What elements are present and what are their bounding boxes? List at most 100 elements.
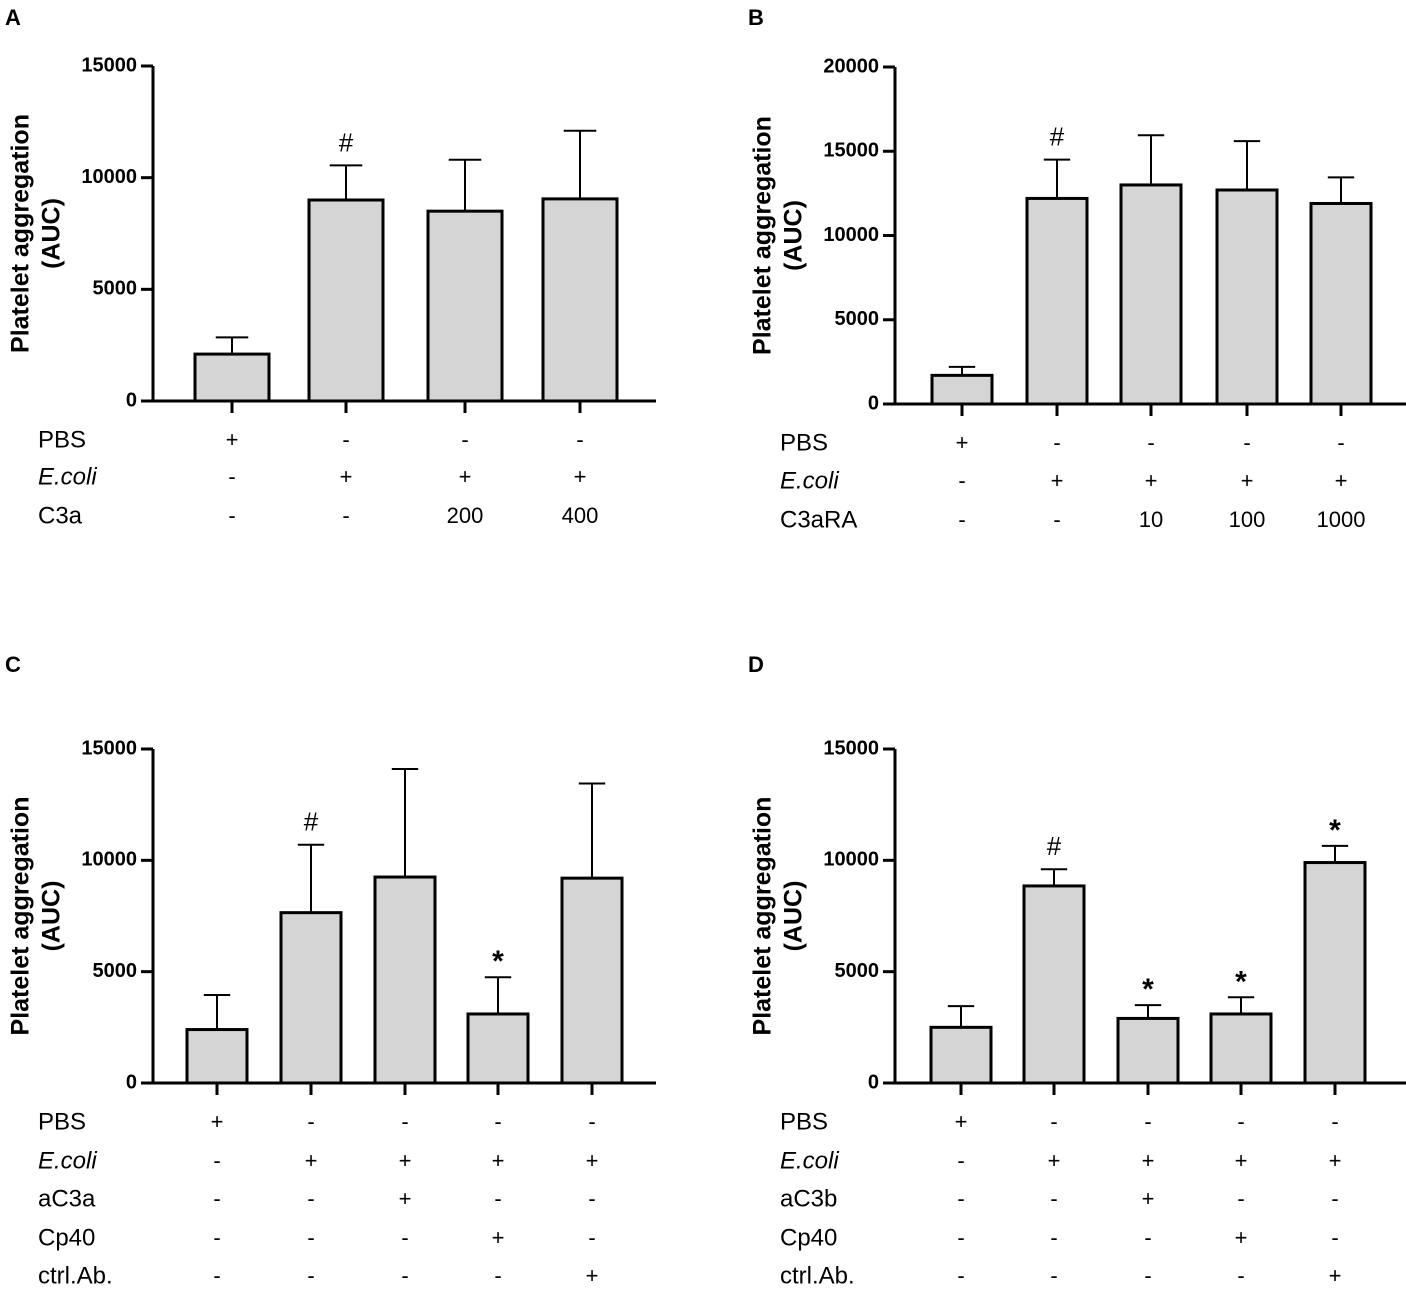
condition-row-label: ctrl.Ab.	[780, 1262, 855, 1289]
significance-hash: #	[304, 807, 319, 837]
condition-cell: -	[1147, 430, 1154, 455]
y-tick-label: 10000	[823, 849, 879, 871]
bar	[373, 875, 437, 1085]
condition-row-label: aC3a	[38, 1185, 96, 1212]
condition-cell: +	[1329, 1148, 1342, 1173]
condition-cell: -	[307, 1225, 314, 1250]
condition-cell: +	[340, 464, 353, 489]
condition-cell: +	[492, 1148, 505, 1173]
y-tick-label: 0	[868, 1071, 879, 1093]
condition-cell: -	[1331, 1225, 1338, 1250]
bar	[1309, 201, 1373, 406]
y-axis-title: Platelet aggregation	[749, 116, 777, 355]
panel-letter: C	[5, 652, 21, 677]
panel-B: B Platelet aggregation (AUC) #0 5000 10000 150…	[748, 5, 1406, 533]
condition-cell: -	[1237, 1109, 1244, 1134]
condition-cell: -	[401, 1263, 408, 1288]
condition-cell: -	[1331, 1109, 1338, 1134]
condition-cell: -	[1050, 1263, 1057, 1288]
panel-letter: B	[748, 5, 764, 30]
bar	[307, 198, 385, 403]
condition-cell: -	[1144, 1109, 1151, 1134]
condition-row-label: PBS	[780, 1108, 828, 1135]
condition-row-label: C3a	[38, 502, 83, 529]
condition-cell: -	[1337, 430, 1344, 455]
condition-cell: -	[957, 1186, 964, 1211]
condition-cell: -	[588, 1225, 595, 1250]
y-axis-unit: (AUC)	[780, 200, 808, 271]
y-axis-title: Platelet aggregation	[7, 797, 35, 1036]
bar	[541, 197, 619, 403]
y-tick-label: 5000	[93, 960, 138, 982]
condition-cell: -	[307, 1186, 314, 1211]
bar	[426, 209, 504, 403]
condition-row-label: PBS	[38, 426, 86, 453]
panel-letter: D	[748, 652, 764, 677]
condition-cell: -	[213, 1148, 220, 1173]
condition-cell: -	[958, 507, 965, 532]
condition-cell: +	[459, 464, 472, 489]
condition-cell: -	[1331, 1186, 1338, 1211]
condition-cell: +	[1142, 1148, 1155, 1173]
condition-cell: +	[211, 1109, 224, 1134]
condition-cell: -	[228, 464, 235, 489]
condition-row-label: E.coli	[780, 467, 839, 494]
condition-cell: -	[213, 1225, 220, 1250]
condition-cell: -	[957, 1225, 964, 1250]
condition-row-label: E.coli	[38, 1147, 97, 1174]
significance-hash: #	[1050, 122, 1065, 152]
condition-row-label: PBS	[780, 429, 828, 456]
condition-cell: 10	[1139, 507, 1163, 532]
condition-row-label: Cp40	[780, 1224, 837, 1251]
condition-cell: +	[1241, 468, 1254, 493]
condition-row-label: ctrl.Ab.	[38, 1262, 113, 1289]
y-tick-label: 0	[868, 392, 879, 414]
condition-cell: -	[461, 427, 468, 452]
condition-cell: -	[494, 1186, 501, 1211]
y-axis-title: Platelet aggregation	[749, 797, 777, 1036]
bar	[1215, 188, 1279, 406]
bar	[1116, 1016, 1180, 1085]
condition-cell: -	[1144, 1263, 1151, 1288]
y-tick-label: 15000	[81, 54, 137, 76]
y-tick-label: 0	[126, 1071, 137, 1093]
panel-D: D Platelet aggregation (AUC) # * * * 0 5000 10000…	[748, 652, 1406, 1289]
condition-cell: -	[1144, 1225, 1151, 1250]
bar	[560, 876, 624, 1085]
bar	[193, 352, 271, 403]
condition-cell: -	[494, 1263, 501, 1288]
y-tick-label: 5000	[93, 278, 138, 300]
y-tick-label: 15000	[823, 140, 879, 162]
bar	[1209, 1012, 1273, 1085]
condition-cell: -	[1050, 1225, 1057, 1250]
significance-hash: #	[1047, 831, 1062, 861]
y-axis-title: Platelet aggregation	[7, 114, 35, 353]
condition-cell: 200	[447, 503, 484, 528]
bar	[1025, 196, 1089, 406]
condition-cell: +	[1048, 1148, 1061, 1173]
condition-cell: -	[588, 1109, 595, 1134]
condition-cell: 100	[1229, 507, 1266, 532]
condition-row-label: E.coli	[780, 1147, 839, 1174]
condition-cell: -	[957, 1148, 964, 1173]
significance-hash: #	[339, 127, 354, 157]
condition-row-label: Cp40	[38, 1224, 95, 1251]
condition-cell: -	[342, 427, 349, 452]
condition-cell: +	[1145, 468, 1158, 493]
condition-cell: -	[1050, 1186, 1057, 1211]
condition-cell: +	[399, 1186, 412, 1211]
condition-cell: -	[494, 1109, 501, 1134]
condition-cell: -	[307, 1263, 314, 1288]
condition-cell: +	[956, 430, 969, 455]
significance-star: *	[1142, 973, 1154, 1006]
y-tick-label: 5000	[835, 960, 880, 982]
condition-cell: -	[213, 1263, 220, 1288]
bar	[1303, 861, 1367, 1085]
significance-star: *	[492, 945, 504, 978]
condition-cell: -	[1243, 430, 1250, 455]
y-tick-label: 10000	[81, 166, 137, 188]
condition-cell: -	[401, 1109, 408, 1134]
significance-star: *	[1329, 814, 1341, 847]
condition-cell: -	[1237, 1263, 1244, 1288]
condition-row-label: aC3b	[780, 1185, 837, 1212]
